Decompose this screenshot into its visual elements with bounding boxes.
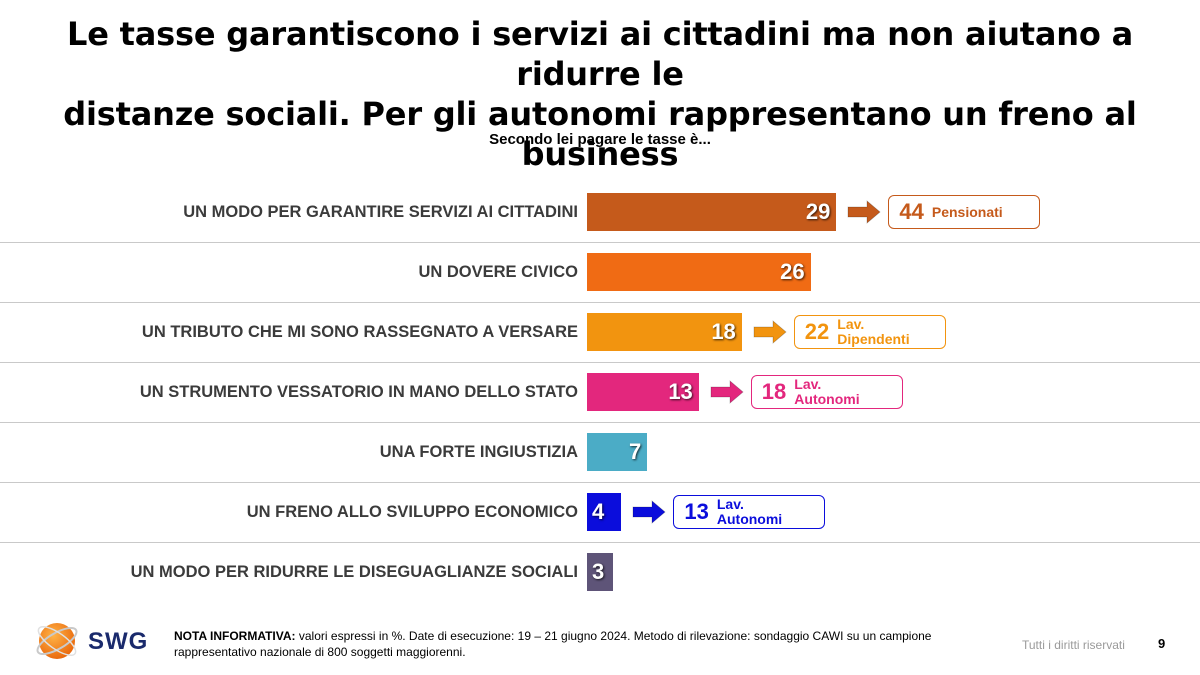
segment-callout: 22 Lav. Dipendenti <box>793 315 946 349</box>
callout-value: 44 <box>899 199 924 224</box>
callout-label: Lav. Autonomi <box>794 376 860 407</box>
callout-label: Lav. Dipendenti <box>837 316 910 347</box>
bar: 7 <box>587 433 648 471</box>
category-label: UN TRIBUTO CHE MI SONO RASSEGNATO A VERS… <box>141 323 578 341</box>
callout-value: 22 <box>804 319 830 344</box>
bar-value-label: 7 <box>628 439 642 464</box>
category-label: UN DOVERE CIVICO <box>418 263 578 281</box>
segment-callout: 18 Lav. Autonomi <box>750 375 903 409</box>
row-separator <box>0 362 1200 363</box>
swg-logo-icon <box>36 623 78 659</box>
arrow-right-icon <box>632 500 667 524</box>
page-title: Le tasse garantiscono i servizi ai citta… <box>0 14 1200 174</box>
row-separator <box>0 542 1200 543</box>
arrow-right-icon <box>710 380 744 404</box>
footer-note-label: NOTA INFORMATIVA: <box>174 629 296 643</box>
footer-note-text: valori espressi in %. Date di esecuzione… <box>174 629 932 659</box>
row-separator <box>0 302 1200 303</box>
bar-value-label: 18 <box>711 319 736 344</box>
callout-value: 13 <box>684 499 709 524</box>
bar-value-label: 26 <box>780 259 805 284</box>
callout-value: 18 <box>761 379 787 404</box>
callout-label: Lav. Autonomi <box>716 496 783 527</box>
bar: 4 <box>587 493 622 531</box>
segment-callout: 44 Pensionati <box>888 195 1041 229</box>
page-number: 9 <box>1158 636 1166 651</box>
category-label: UN STRUMENTO VESSATORIO IN MANO DELLO ST… <box>139 383 578 401</box>
bar: 18 <box>587 313 742 351</box>
callout-label: Pensionati <box>931 203 1003 220</box>
category-label: UN FRENO ALLO SVILUPPO ECONOMICO <box>246 503 578 521</box>
category-label: UN MODO PER RIDURRE LE DISEGUAGLIANZE SO… <box>130 563 578 581</box>
footer-brand: SWG <box>88 628 149 655</box>
bar-value-label: 4 <box>592 499 605 524</box>
bar-value-label: 29 <box>805 199 831 224</box>
row-separator <box>0 242 1200 243</box>
bar-value-label: 13 <box>668 379 693 404</box>
chart-subtitle: Secondo lei pagare le tasse è... <box>489 131 711 148</box>
arrow-right-icon <box>847 200 882 224</box>
bar: 26 <box>587 253 811 291</box>
category-label: UNA FORTE INGIUSTIZIA <box>379 443 578 461</box>
footer-note: NOTA INFORMATIVA: valori espressi in %. … <box>174 628 964 660</box>
bar: 3 <box>587 553 613 591</box>
arrow-right-icon <box>753 320 787 344</box>
row-separator <box>0 422 1200 423</box>
row-separator <box>0 482 1200 483</box>
bar: 13 <box>587 373 699 411</box>
bar: 29 <box>587 193 837 231</box>
bar-value-label: 3 <box>592 559 605 584</box>
category-label: UN MODO PER GARANTIRE SERVIZI AI CITTADI… <box>183 203 578 221</box>
title-line-1: Le tasse garantiscono i servizi ai citta… <box>67 15 1133 93</box>
title-line-2: distanze sociali. Per gli autonomi rappr… <box>63 95 1137 173</box>
segment-callout: 13 Lav. Autonomi <box>673 495 826 529</box>
footer-rights: Tutti i diritti riservati <box>1022 638 1125 652</box>
